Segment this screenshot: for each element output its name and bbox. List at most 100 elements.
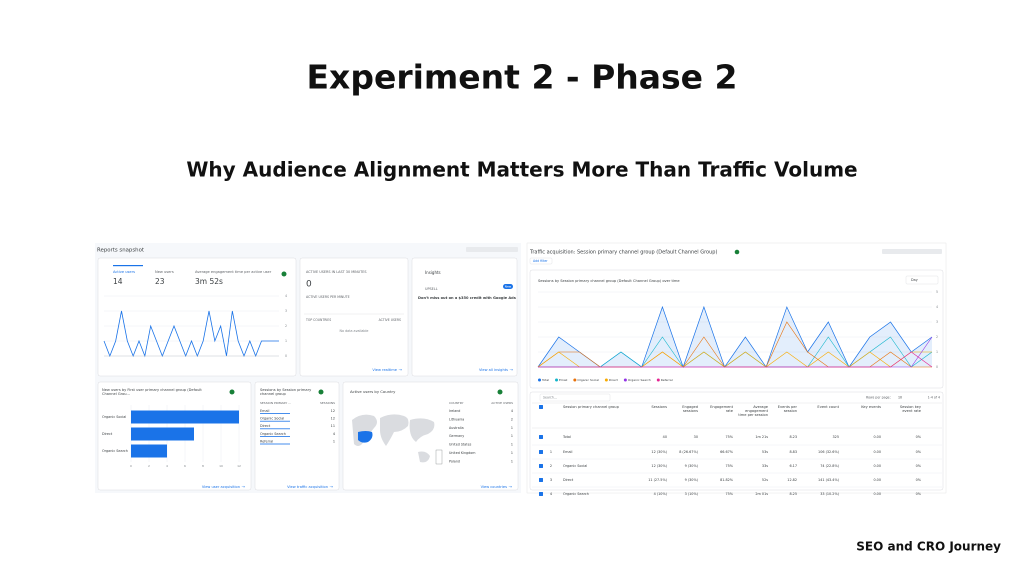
total-cell: 0.00 [873,435,881,439]
link-arrow: → [242,484,246,489]
table-cell: 2m 01s [755,492,768,496]
row-label: United Kingdom [449,451,475,455]
screenshot-heading: Traffic acquisition: Session primary cha… [529,250,717,256]
bar [131,427,194,441]
y-category-label: Organic Search [102,449,128,453]
rows-per-page[interactable]: 10 [898,396,902,400]
table-cell: 0.00 [873,450,881,454]
link[interactable]: View realtime [372,368,397,372]
series-line [538,351,933,368]
row-label: Lithuania [449,417,464,421]
card-subheading: ACTIVE USERS PER MINUTE [306,295,350,299]
highlighted-country [358,431,373,443]
column-header: ACTIVE USERS [379,318,401,322]
row-bar [260,413,290,414]
column-header: SESSIONS [320,401,335,405]
x-tick-label: 6 [184,464,186,468]
search-placeholder[interactable]: Search... [543,396,557,400]
row-label: United States [449,443,472,447]
search-box[interactable] [539,393,611,402]
total-cell: 40 [663,435,667,439]
link[interactable]: View countries [481,485,507,489]
legend-label: Organic Search [628,378,651,382]
card-heading: Insights [425,270,441,275]
table-cell: 8 (26.67%) [679,450,698,454]
card [411,257,518,377]
row-bar [260,436,290,437]
checkbox[interactable] [539,464,543,468]
chart-title: Sessions by Session primary channel grou… [538,279,680,283]
row-label: Email [563,450,572,454]
bar [131,444,167,458]
table-cell: 66.67% [720,450,734,454]
table-cell: 33s [762,464,768,468]
row-value: 11 [331,424,335,428]
legend-label: Total [541,378,549,382]
link-arrow: → [330,484,334,489]
row-value: 1 [511,443,513,447]
row-value: 12 [331,417,335,421]
period-label[interactable]: Day [911,278,918,282]
link[interactable]: View user acquisition [202,485,240,489]
realtime-value: 0 [306,280,312,290]
status-check [281,271,287,277]
column-header: Engagement rate [710,405,733,413]
card-heading: New users by First user primary channel … [102,388,202,396]
checkbox[interactable] [539,405,543,409]
table-cell: 9 (30%) [685,478,699,482]
world-map [352,414,435,463]
table-cell: 11 (27.5%) [648,478,667,482]
link[interactable]: View traffic acquisition [287,485,328,489]
slide-title: Experiment 2 - Phase 2 [307,58,738,97]
table-cell: 12.82 [787,478,797,482]
table-cell: 0.00 [873,492,881,496]
column-header: TOP COUNTRIES [305,318,331,322]
row-number: 1 [550,450,552,454]
row-label: Referral [260,439,273,443]
legend-swatch [604,378,608,382]
column-header: Key events [861,405,881,409]
period-select[interactable] [905,275,939,285]
row-label: Poland [449,459,460,463]
checkbox[interactable] [539,492,543,496]
table-cell: 8.25 [789,492,797,496]
table-cell: 0% [916,464,922,468]
x-tick-label: 4 [166,464,168,468]
table-cell: 6.17 [789,464,797,468]
x-tick-label: 12 [237,464,241,468]
row-label: Organic Social [563,464,587,468]
link-arrow: → [399,367,403,372]
column-header: COUNTRY [449,401,464,405]
card-heading: Sessions by Session primary channel grou… [260,388,312,396]
card [529,391,944,491]
y-tick-label: 0 [285,354,287,358]
link[interactable]: View all insights [479,368,508,372]
column-header: ACTIVE USERS [491,401,513,405]
card-heading: ACTIVE USERS IN LAST 30 MINUTES [306,270,367,274]
y-tick-label: 4 [285,294,287,298]
y-category-label: Direct [102,432,113,436]
series-area [538,307,932,367]
badge-bg [503,284,513,289]
checkbox[interactable] [539,435,543,439]
row-value: 4 [333,432,335,436]
zoom-controls [435,449,443,465]
row-label: Germany [449,434,464,438]
card [342,381,519,491]
checkbox[interactable] [539,478,543,482]
status-check [318,389,324,395]
x-tick-label: 2 [148,464,150,468]
y-tick-label: 0 [936,365,938,369]
metric-label: New users [155,270,174,274]
insight-label: UPSELL [425,287,438,291]
total-cell: 1m 21s [755,435,768,439]
filter-chip[interactable] [529,257,553,265]
legend-label: Organic Social [577,378,599,382]
row-number: 2 [550,464,552,468]
checkbox[interactable] [539,450,543,454]
row-bar [260,420,290,422]
card [254,381,340,491]
table-cell: 52s [762,478,768,482]
filter-button[interactable]: Add filter [533,259,548,263]
row-label: Email [260,409,269,413]
